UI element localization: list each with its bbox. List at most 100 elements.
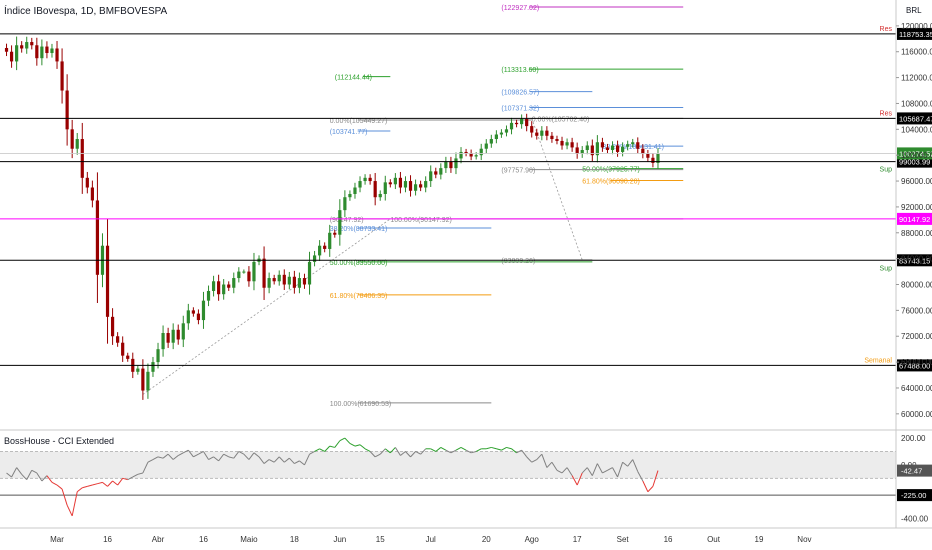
cci-segment [248,452,255,460]
date-tick-label: 16 [103,535,112,544]
cci-segment [576,472,583,486]
candle-body [626,144,630,147]
cci-segment [551,461,558,471]
cci-segment [132,473,139,478]
date-tick-label: Abr [152,535,165,544]
candle-body [368,177,372,182]
candle-body [358,181,362,188]
price-tick-label: 84000.00 [901,255,932,264]
candle-body [171,329,175,343]
cci-segment [238,451,245,455]
date-tick-label: 15 [376,535,385,544]
cci-last-badge [897,464,932,477]
cci-segment [177,452,184,456]
date-tick-label: Ago [525,535,540,544]
candle-body [95,200,100,275]
candle-body [373,181,377,198]
candle-body [570,142,574,148]
candle-body [353,187,357,194]
candle-body [277,274,281,282]
cci-segment [6,472,12,478]
cci-segment [400,451,406,456]
annotation-label: 38.20%(101431.41) [602,144,664,151]
candle-body [464,151,468,154]
candle-body [474,155,478,157]
last-price-label: 100274.52 [899,149,932,158]
candle-body [156,349,160,363]
price-tick-label: 72000.00 [901,332,932,341]
candle-body [555,139,559,141]
cci-segment [511,448,517,454]
candle-body [60,61,64,91]
price-tick-label: 64000.00 [901,384,932,393]
cci-segment [87,484,93,487]
candle-body [419,184,423,188]
cci-segment [374,453,381,458]
price-tick-label: 108000.00 [901,99,932,108]
price-axis: BRL 60000.00 64000.00 68000.00 72000.00 76000… [0,0,932,529]
cci-segment [612,467,619,478]
annotation-label: (103741.77) [330,129,368,136]
cci-segment [445,449,452,454]
candle-body [424,181,428,188]
price-tick-label: 88000.00 [901,229,932,238]
cci-last-label: -42.47 [901,467,922,476]
level-price-badge [897,212,932,225]
cci-segment [172,455,179,460]
candle-body [211,281,216,291]
candle-body [494,134,498,140]
cci-segment [470,450,477,454]
cci-segment [183,449,189,454]
cci-segment [31,469,38,474]
cci-segment [531,459,538,463]
candle-body [121,342,125,356]
candle-body [151,362,155,372]
candle-body [454,158,458,169]
cci-segment [102,481,108,487]
price-tick-label: 120000.00 [901,22,932,31]
candle-body [610,145,615,151]
candle-body [20,45,24,49]
cci-segment [304,453,310,466]
cci-segment [324,445,331,452]
candle-body [262,258,266,288]
cci-segment [218,453,225,462]
cci-segment [379,448,386,455]
candle-body [434,171,438,175]
cci-segment [516,449,522,454]
candle-body [540,130,544,136]
cci-segment [647,486,654,493]
cci-segment [344,437,351,444]
candle-body [201,300,206,321]
cci-level-label: -225.00 [901,491,926,500]
cci-segment [652,470,659,487]
cci-segment [506,446,512,450]
level-price-label: 99003.99 [899,158,930,167]
candle-body [636,142,640,149]
candle-body [338,210,342,235]
candle-body [55,48,59,62]
cci-segment [243,453,250,460]
cci-segment [198,451,204,455]
candle-body [307,261,312,285]
cci-segment [11,467,18,478]
cci-segment [394,447,401,456]
cci-segment [435,447,442,452]
trend-lines [142,118,583,395]
candle-body [383,182,387,194]
cci-segment [294,460,300,465]
level-price-label: 83743.15 [899,256,930,265]
annotation-label: (97757.90) [501,168,535,175]
cci-segment [566,467,573,476]
price-tick-label: 96000.00 [901,177,932,186]
candle-body [641,148,645,154]
level-price-label: 90147.92 [899,215,930,224]
cci-segment [607,467,613,471]
cci-segment [26,470,33,480]
level-price-badge [897,112,932,125]
candle-body [631,142,635,145]
candle-body [80,139,84,178]
cci-segment [486,446,492,450]
candle-body [282,274,286,285]
